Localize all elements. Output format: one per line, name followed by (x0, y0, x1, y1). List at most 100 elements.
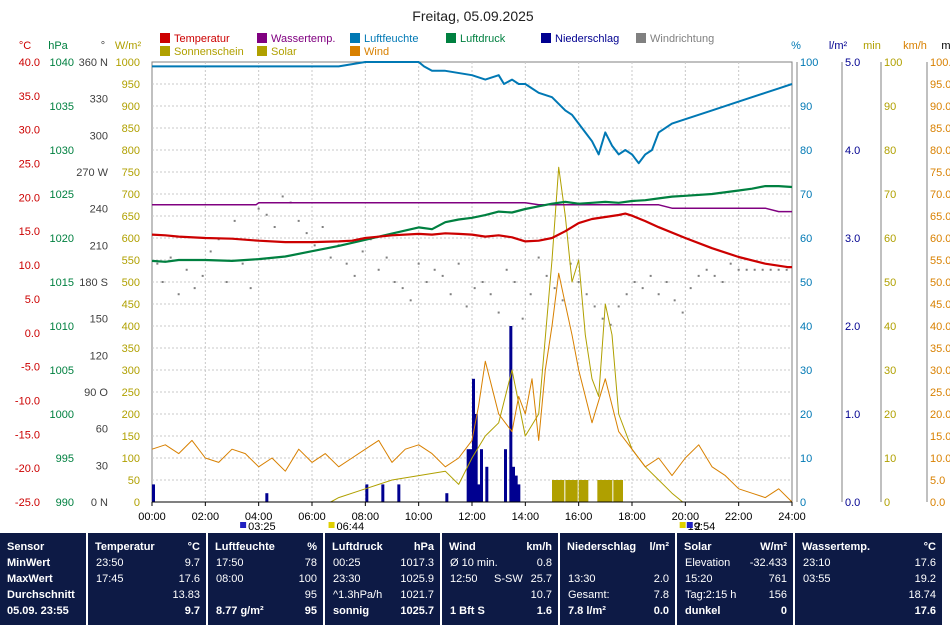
sunshine-block (578, 480, 589, 502)
stats-table-title: Wind (449, 541, 476, 553)
sunshine-block (552, 480, 565, 502)
wind-direction-point (697, 274, 700, 277)
axis-tick-label: 60.0 (930, 233, 950, 245)
x-axis-tick-label: 22:00 (725, 511, 753, 523)
axis-tick-label: 35.0 (930, 343, 950, 355)
axis-tick-label: 55.0 (930, 255, 950, 267)
wind-direction-point (561, 299, 564, 302)
stats-cell-label: 8.77 g/m² (216, 605, 264, 617)
wind-direction-point (745, 268, 748, 271)
sunshine-block (565, 480, 578, 502)
stats-cell-label: 08:00 (216, 573, 244, 585)
stats-cell-value: 156 (768, 589, 787, 601)
axis-tick-label: 90 O (84, 387, 108, 399)
precipitation-bar (514, 475, 518, 502)
wind-direction-point (593, 305, 596, 308)
axis-tick-label: 10.0 (930, 453, 950, 465)
precipitation-bar (469, 449, 473, 502)
stats-row: 17.6 (795, 604, 942, 619)
axis-tick-label: 0.0 (845, 497, 860, 509)
precipitation-bar (472, 378, 475, 502)
axis-tick-label: 5.0 (25, 294, 40, 306)
axis-tick-label: -15.0 (15, 429, 40, 441)
wind-direction-point (201, 274, 204, 277)
stats-table-title: Niederschlag (567, 541, 637, 553)
wind-direction-point (537, 256, 540, 259)
stats-row: 23:10 17.6 (795, 556, 942, 571)
sun-marker (328, 522, 335, 528)
wind-direction-point (457, 262, 460, 265)
wind-direction-point (385, 256, 388, 259)
wind-direction-point (681, 311, 684, 314)
axis-tick-label: 75.0 (930, 167, 950, 179)
chart-title: Freitag, 05.09.2025 (412, 8, 534, 24)
axis-tick-label: 20 (884, 409, 896, 421)
stats-cell-label: Gesamt: (568, 589, 610, 601)
wind-direction-point (529, 293, 532, 296)
stats-cell-label: dunkel (685, 605, 721, 617)
stats-cell-value: 78 (304, 557, 317, 569)
stats-table-luftdruck: Luftdruck hPa 00:25 1017.3 23:30 1025.9 ^1.3hP… (325, 533, 440, 625)
axis-tick-label: 20.0 (930, 409, 950, 421)
axis-tick-label: 240 (90, 204, 108, 216)
legend-label: Solar (271, 46, 297, 58)
axis-tick-label: 0.0 (930, 497, 945, 509)
stats-table-title: Wassertemp. (802, 541, 871, 553)
axis-tick-label: 50 (884, 277, 896, 289)
axis-tick-label: 300 (90, 130, 108, 142)
axis-unit: min (863, 40, 881, 52)
left-axes: °C 40.0 35.0 30.0 25.0 20.0 15.0 10.0 5.0 0.0 -5.0… (15, 40, 142, 509)
axis-tick-label: 450 (122, 299, 140, 311)
wind-direction-point (761, 268, 764, 271)
stats-row: Gesamt: 7.8 (560, 588, 675, 603)
stats-cell-value: 18.74 (908, 589, 936, 601)
wind-direction-point (425, 281, 428, 283)
axis-tick-label: 60 (96, 424, 108, 436)
stats-cell-value: 95 (304, 589, 317, 601)
axis-tick-label: 50.0 (930, 277, 950, 289)
sun-marker (240, 522, 247, 528)
stats-cell-label: 15:20 (685, 573, 713, 585)
axis-tick-label: 100.0 (930, 57, 950, 69)
stats-row: 12:50 S-SW 25.7 (442, 572, 558, 587)
stats-cell-value: 17.6 (914, 557, 936, 569)
legend-swatch (541, 33, 551, 43)
sun-marker-label: 2 (695, 521, 701, 530)
wind-direction-point (329, 256, 332, 259)
wind-direction-point (249, 287, 252, 290)
stats-cell-value: 1.6 (536, 605, 552, 617)
axis-tick-label: 30 (884, 365, 896, 377)
wind-direction-point (185, 268, 188, 271)
stats-cell-value: 7.8 (653, 589, 669, 601)
legend-label: Niederschlag (555, 33, 619, 45)
stats-row: 17:50 78 (208, 556, 323, 571)
wind-direction-point (177, 293, 180, 296)
wind-direction-point (625, 293, 628, 296)
wind-direction-point (265, 213, 268, 216)
wind-direction-point (401, 287, 404, 290)
stats-cell-label: 13:30 (568, 573, 596, 585)
stats-cell-label: Tag:2:15 h (685, 589, 737, 601)
wind-direction-point (281, 195, 284, 198)
stats-row: 03:55 19.2 (795, 572, 942, 587)
axis-tick-label: 40 (884, 321, 896, 333)
stats-cell-label: sonnig (333, 605, 370, 617)
wind-direction-point (665, 281, 668, 283)
axis-tick-label: 35.0 (19, 91, 40, 103)
x-axis: 00:00 02:00 04:00 06:00 08:00 10:00 12:00 14:00… (138, 501, 806, 530)
stats-cell-label: MaxWert (7, 573, 53, 585)
wind-direction-point (209, 250, 212, 253)
wind-direction-point (433, 268, 436, 271)
series-line-temperatur (151, 212, 792, 269)
axis-tick-label: 50 (800, 277, 812, 289)
wind-direction-point (721, 281, 724, 283)
axis-tick-label: 2.0 (845, 321, 860, 333)
stats-row: 23:50 9.7 (88, 556, 206, 571)
sun-marker-label: 06:44 (337, 521, 365, 530)
series-line-wassertemp (152, 202, 792, 213)
axis-tick-label: 45.0 (930, 299, 950, 311)
stats-row (560, 556, 675, 571)
legend-swatch (350, 33, 360, 43)
axis-tick-label: 550 (122, 255, 140, 267)
precipitation-bar (504, 449, 507, 502)
